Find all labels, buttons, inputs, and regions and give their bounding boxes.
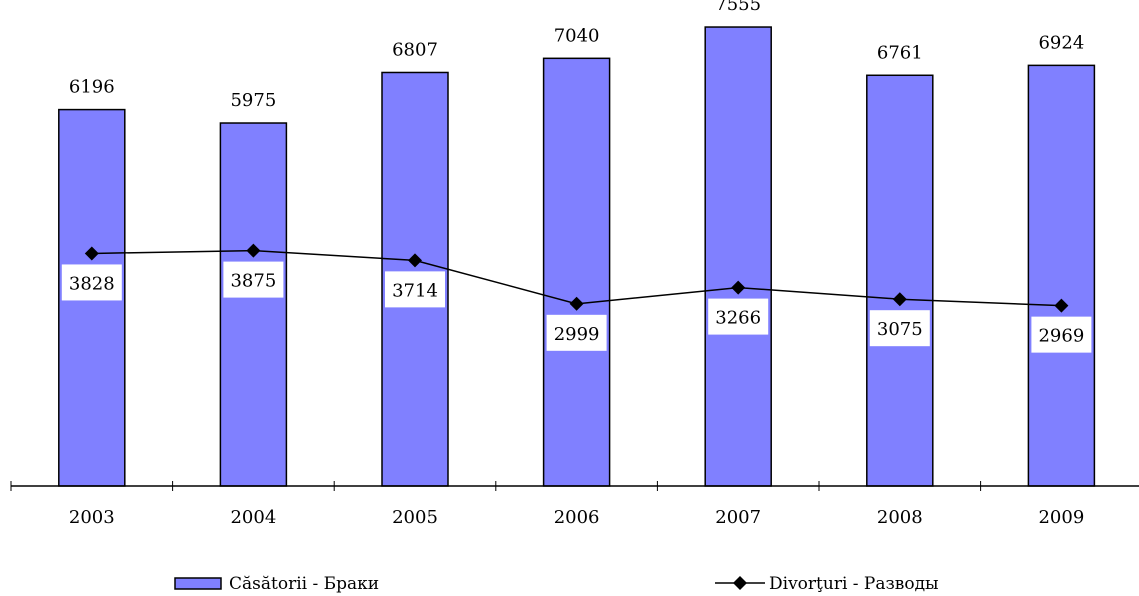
x-tick-label: 2005 <box>392 507 438 528</box>
line-value-label: 3266 <box>715 308 761 329</box>
line-value-labels: 3828 3875 3714 2999 3266 3075 2969 <box>61 261 1092 353</box>
bar-value-label: 5975 <box>230 90 276 111</box>
x-tick-label: 2003 <box>69 507 115 528</box>
bar-value-label: 6924 <box>1038 32 1084 53</box>
line-value-label: 3714 <box>392 280 438 301</box>
x-axis: 2003 2004 2005 2006 2007 2008 2009 <box>10 481 1139 528</box>
legend-label-bar: Căsătorii - Браки <box>229 574 379 594</box>
line-value-label: 3075 <box>877 319 923 340</box>
bar-2006 <box>542 57 611 487</box>
divorces-point-2007 <box>731 280 746 295</box>
x-tick-label: 2006 <box>554 507 600 528</box>
bar-2004 <box>219 122 288 487</box>
divorces-point-2004 <box>246 243 261 258</box>
line-value-label: 3875 <box>230 271 276 292</box>
line-label-box <box>1031 316 1092 353</box>
bar-value-label: 6196 <box>69 77 115 98</box>
legend: Căsătorii - Браки Divorţuri - Разводы <box>174 574 939 594</box>
line-label-box <box>546 314 607 351</box>
legend-swatch-marker <box>733 576 747 590</box>
legend-swatch-bar <box>174 577 222 590</box>
bar-value-label: 7040 <box>554 25 600 46</box>
bar-value-labels: 6196 5975 6807 7040 7555 6761 6924 <box>69 0 1084 111</box>
x-tick-label: 2009 <box>1038 507 1084 528</box>
line-label-box <box>61 264 122 301</box>
bar-value-label: 6761 <box>877 42 923 63</box>
x-tick-label: 2008 <box>877 507 923 528</box>
line-label-box <box>708 298 769 335</box>
line-value-label: 2969 <box>1038 326 1084 347</box>
bar-value-label: 6807 <box>392 39 438 60</box>
divorces-point-2003 <box>84 246 99 261</box>
line-value-label: 2999 <box>554 324 600 345</box>
bar-2007 <box>704 26 772 487</box>
line-value-label: 3828 <box>69 273 115 294</box>
divorces-point-2009 <box>1054 298 1069 313</box>
bar-series <box>58 26 1096 487</box>
divorces-point-2008 <box>892 292 907 307</box>
line-label-box <box>223 261 284 298</box>
bar-2009 <box>1027 64 1096 487</box>
divorces-point-2005 <box>408 253 422 268</box>
bar-value-label: 7555 <box>715 0 761 15</box>
line-series <box>84 243 1069 313</box>
x-tick-label: 2004 <box>230 507 276 528</box>
divorces-point-2006 <box>569 296 584 311</box>
line-label-box <box>385 271 445 308</box>
bar-2008 <box>866 74 934 487</box>
legend-label-line: Divorţuri - Разводы <box>769 574 939 594</box>
line-label-box <box>869 310 930 347</box>
x-tick-label: 2007 <box>715 507 761 528</box>
